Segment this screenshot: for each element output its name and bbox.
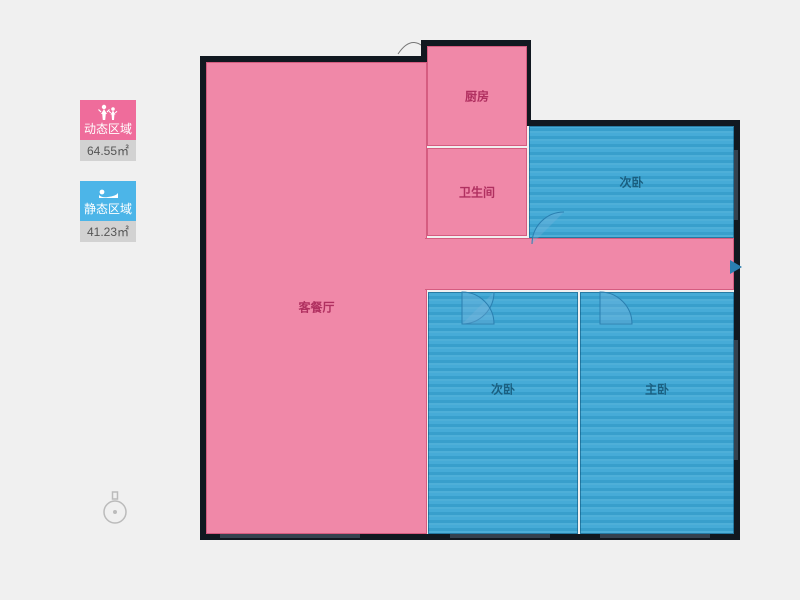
room-kitchen: 厨房: [427, 46, 527, 146]
room-bed-lower-label: 次卧: [491, 381, 515, 398]
window-strip: [734, 340, 738, 460]
legend-dynamic: 动态区域 64.55㎡: [80, 100, 136, 177]
room-master-label: 主卧: [645, 381, 669, 398]
legend-static-value: 41.23㎡: [80, 221, 136, 242]
legend-dynamic-value: 64.55㎡: [80, 140, 136, 161]
room-master: 主卧: [580, 292, 734, 534]
sleep-icon: [96, 186, 120, 200]
people-icon: [97, 104, 119, 120]
room-living: 客餐厅: [206, 62, 427, 534]
window-strip: [734, 150, 738, 220]
legend-static-box: 静态区域: [80, 181, 136, 221]
legend-static: 静态区域 41.23㎡: [80, 181, 136, 258]
compass-icon: [100, 490, 130, 531]
room-living-label: 客餐厅: [298, 299, 334, 316]
room-bed-upper-label: 次卧: [619, 174, 643, 191]
room-bath-label: 卫生间: [459, 184, 495, 201]
room-bath: 卫生间: [427, 148, 527, 236]
window-strip: [600, 534, 710, 538]
legend-dynamic-label: 动态区域: [84, 122, 132, 136]
floorplan: 客餐厅 厨房 卫生间 次卧 次卧 主卧: [200, 40, 740, 540]
window-strip: [220, 534, 360, 538]
window-strip: [450, 534, 550, 538]
room-bed-lower: 次卧: [428, 292, 578, 534]
legend-panel: 动态区域 64.55㎡ 静态区域 41.23㎡: [80, 100, 136, 258]
room-kitchen-label: 厨房: [465, 88, 489, 105]
legend-static-label: 静态区域: [84, 202, 132, 216]
room-bed-upper: 次卧: [529, 126, 734, 238]
legend-dynamic-box: 动态区域: [80, 100, 136, 140]
room-hallway: [425, 238, 734, 290]
